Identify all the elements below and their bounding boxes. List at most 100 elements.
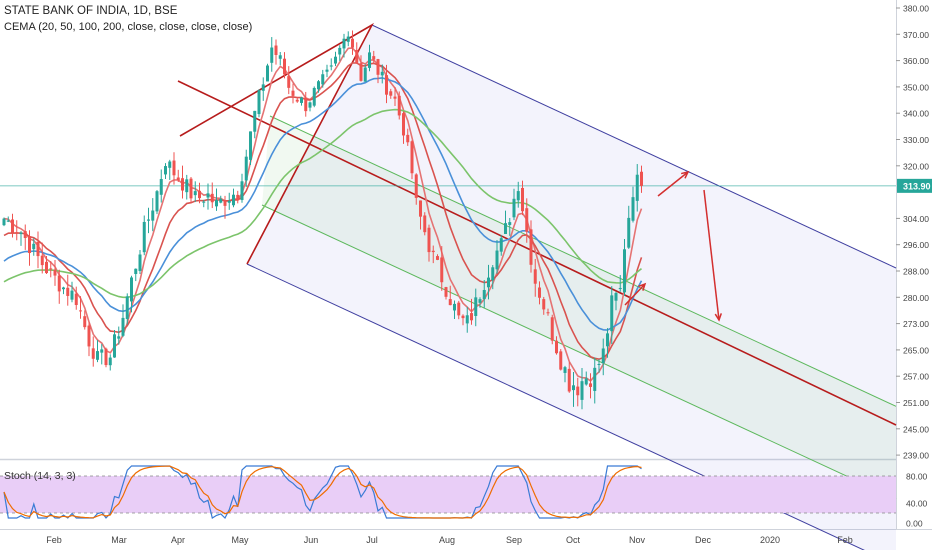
candle-body — [312, 87, 316, 106]
candle-body — [308, 102, 312, 108]
candle-body — [614, 293, 618, 301]
candle-body — [355, 49, 359, 63]
candle-body — [108, 357, 112, 366]
candle-body — [329, 65, 333, 67]
candle-body — [45, 261, 48, 274]
candle-body — [410, 141, 414, 174]
stoch-level-label: 80.00 — [906, 472, 928, 482]
price-tick-label: 380.00 — [903, 4, 929, 14]
candle-body — [516, 191, 520, 201]
candle-body — [546, 312, 550, 314]
candle-body — [321, 74, 325, 85]
inner-lower-line — [261, 204, 897, 500]
candle-body — [538, 287, 541, 298]
time-tick-label: Mar — [111, 535, 127, 545]
candle-body — [567, 368, 571, 392]
ema-line-100 — [3, 77, 643, 331]
candle-body — [563, 367, 567, 373]
candle-body — [83, 316, 87, 328]
candle-body — [57, 275, 61, 292]
channel-fill — [247, 25, 896, 550]
arrow-up — [657, 171, 689, 197]
price-tick-label: 239.00 — [903, 451, 929, 461]
candle-body — [397, 95, 401, 116]
candle-body — [49, 268, 53, 270]
candle-body — [414, 174, 418, 198]
candle-body — [533, 269, 537, 284]
time-tick-label: Apr — [171, 535, 185, 545]
candle-body — [380, 71, 384, 76]
candle-body — [631, 197, 635, 221]
candle-body — [606, 333, 609, 347]
price-tick-label: 251.00 — [903, 398, 929, 408]
candle-body — [470, 313, 473, 321]
candle-body — [198, 190, 201, 199]
candle-body — [278, 55, 282, 59]
ema-line-50 — [3, 62, 643, 361]
candle-body — [142, 221, 146, 253]
candle-body — [623, 249, 626, 293]
stoch-level-label: 40.00 — [906, 499, 928, 509]
candle-body — [257, 90, 261, 115]
candle-body — [593, 367, 597, 391]
price-tick-label: 245.00 — [903, 424, 929, 434]
candle-body — [15, 232, 19, 234]
candle-body — [66, 287, 70, 296]
arrow-small-head — [638, 282, 647, 291]
candle-body — [74, 293, 78, 306]
candle-body — [236, 194, 240, 201]
price-tick-label: 330.00 — [903, 135, 929, 145]
candle-body — [176, 177, 180, 181]
time-tick-label: Oct — [566, 535, 581, 545]
candle-body — [185, 179, 189, 193]
candle-body — [210, 193, 214, 203]
candle-body — [338, 47, 342, 55]
candle-body — [91, 348, 95, 359]
candle-body — [495, 250, 499, 270]
price-axis[interactable]: 380.00 370.00 360.00 350.00 340.00 330.00 320.… — [896, 4, 932, 529]
candle-body — [6, 220, 10, 222]
candle-body — [70, 290, 74, 300]
candle-body — [181, 178, 184, 191]
candle-body — [113, 334, 116, 358]
candle-body — [261, 84, 265, 91]
price-tick-label: 350.00 — [903, 82, 929, 92]
candle-body — [555, 340, 558, 354]
candle-body — [155, 191, 159, 212]
candle-body — [465, 315, 469, 324]
stoch-d-line — [3, 465, 642, 519]
price-tick-label: 340.00 — [903, 109, 929, 119]
candle-body — [427, 227, 431, 253]
time-tick-label: Jul — [366, 535, 378, 545]
candle-body — [62, 287, 65, 290]
price-tick-label: 280.00 — [903, 293, 929, 303]
candle-body — [359, 63, 363, 81]
candle-body — [584, 378, 588, 385]
candle-body — [270, 47, 274, 63]
candle-body — [461, 315, 465, 319]
candle-body — [151, 210, 155, 221]
candle-body — [295, 99, 299, 102]
arrow-up-head — [681, 170, 690, 179]
time-axis[interactable]: Feb Mar Apr May Jun Jul Aug Sep Oct Nov Dec 2020 Feb — [46, 535, 853, 545]
arrow-small — [624, 283, 646, 306]
candle-body — [457, 302, 461, 316]
candle-body — [572, 385, 575, 391]
candle-body — [491, 267, 495, 281]
candle-body — [240, 181, 244, 200]
indicator-legend[interactable]: CEMA (20, 50, 100, 200, close, close, cl… — [4, 21, 253, 33]
stoch-legend[interactable]: Stoch (14, 3, 3) — [4, 470, 76, 482]
symbol-title[interactable]: STATE BANK OF INDIA, 1D, BSE — [4, 5, 178, 17]
candle-body — [385, 75, 388, 95]
candle-body — [291, 90, 295, 96]
candle-body — [219, 198, 223, 203]
candle-body — [223, 200, 227, 206]
candle-body — [304, 97, 308, 112]
candle-body — [448, 299, 452, 306]
candle-body — [232, 194, 235, 206]
candle-body — [635, 174, 639, 201]
candle-body — [28, 236, 31, 254]
candle-body — [117, 336, 121, 339]
